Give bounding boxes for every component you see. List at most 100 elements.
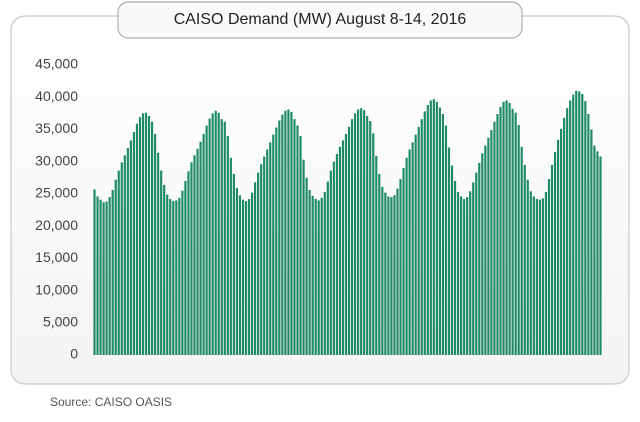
bar <box>408 149 411 355</box>
bar <box>157 152 160 355</box>
bar <box>317 200 320 355</box>
bar <box>553 152 557 355</box>
bar <box>181 190 184 355</box>
bar <box>384 192 387 355</box>
bar <box>223 121 226 355</box>
title-box <box>117 1 523 39</box>
bar <box>499 106 502 355</box>
bar <box>505 100 508 355</box>
bar <box>520 146 523 355</box>
bar <box>538 199 541 355</box>
bar <box>390 197 393 355</box>
bar <box>490 130 493 355</box>
bar <box>120 162 123 355</box>
bar <box>375 155 378 355</box>
bar <box>172 200 175 355</box>
bar <box>566 108 569 355</box>
bar <box>393 195 396 355</box>
bar <box>541 198 545 355</box>
y-tick-label: 40,000 <box>35 88 78 104</box>
bar <box>190 162 193 355</box>
bar <box>369 121 372 355</box>
bar <box>269 142 272 355</box>
bar <box>596 151 599 355</box>
bar <box>220 119 223 355</box>
bar <box>402 168 405 355</box>
bar <box>547 179 551 355</box>
bar <box>381 186 384 355</box>
bar <box>496 113 499 355</box>
bar <box>147 115 151 356</box>
bar <box>229 157 232 355</box>
bar <box>260 164 263 355</box>
bar <box>511 108 514 355</box>
bar <box>160 170 163 355</box>
bar <box>305 177 308 355</box>
bar <box>314 199 317 355</box>
bar <box>487 137 490 355</box>
bar <box>347 126 351 355</box>
bar <box>241 199 245 355</box>
y-tick-label: 30,000 <box>35 152 78 168</box>
bar <box>199 141 202 355</box>
bar <box>275 127 278 355</box>
bar <box>138 117 142 355</box>
bar <box>569 100 572 355</box>
bar <box>353 113 357 355</box>
bar <box>463 199 466 355</box>
bar <box>250 192 254 355</box>
y-tick-label: 5,000 <box>43 313 78 329</box>
bar <box>329 170 332 355</box>
y-tick-label: 15,000 <box>35 249 78 265</box>
bar <box>378 173 381 355</box>
bar <box>453 181 457 355</box>
bar <box>441 113 445 355</box>
bar <box>484 145 487 355</box>
bar <box>423 111 426 356</box>
bar <box>593 145 596 355</box>
bar <box>399 179 402 355</box>
bar <box>587 113 590 355</box>
bar <box>99 199 102 355</box>
bar <box>526 179 529 355</box>
bar <box>447 147 451 355</box>
bar <box>214 110 217 355</box>
bar <box>599 156 602 355</box>
chart-title: CAISO Demand (MW) August 8-14, 2016 <box>174 11 467 28</box>
bar <box>475 172 478 355</box>
bar <box>420 119 423 355</box>
bar <box>266 149 269 355</box>
bar <box>508 103 511 356</box>
bar <box>102 202 105 355</box>
bar <box>572 94 575 356</box>
bar <box>308 190 311 355</box>
bar <box>360 108 363 355</box>
y-tick-label: 35,000 <box>35 120 78 136</box>
bar <box>132 132 135 355</box>
bar <box>154 133 157 355</box>
bar <box>472 182 475 355</box>
bar <box>211 113 214 355</box>
bar <box>184 181 187 355</box>
bar <box>205 125 208 355</box>
bar <box>396 188 399 355</box>
bar <box>96 196 99 355</box>
bar <box>150 121 154 355</box>
bar <box>590 129 593 355</box>
bar <box>478 162 481 355</box>
bar <box>254 182 257 355</box>
bar <box>444 125 448 355</box>
bar <box>108 197 111 355</box>
bar <box>296 125 299 355</box>
bar <box>247 199 251 355</box>
bar <box>163 184 166 355</box>
bar <box>238 195 242 355</box>
bar <box>535 199 538 355</box>
bar <box>581 94 584 355</box>
bar <box>187 171 190 355</box>
bar <box>232 173 235 355</box>
bar <box>560 128 563 355</box>
bar <box>326 181 329 355</box>
bar <box>278 120 281 355</box>
bar <box>175 200 178 355</box>
